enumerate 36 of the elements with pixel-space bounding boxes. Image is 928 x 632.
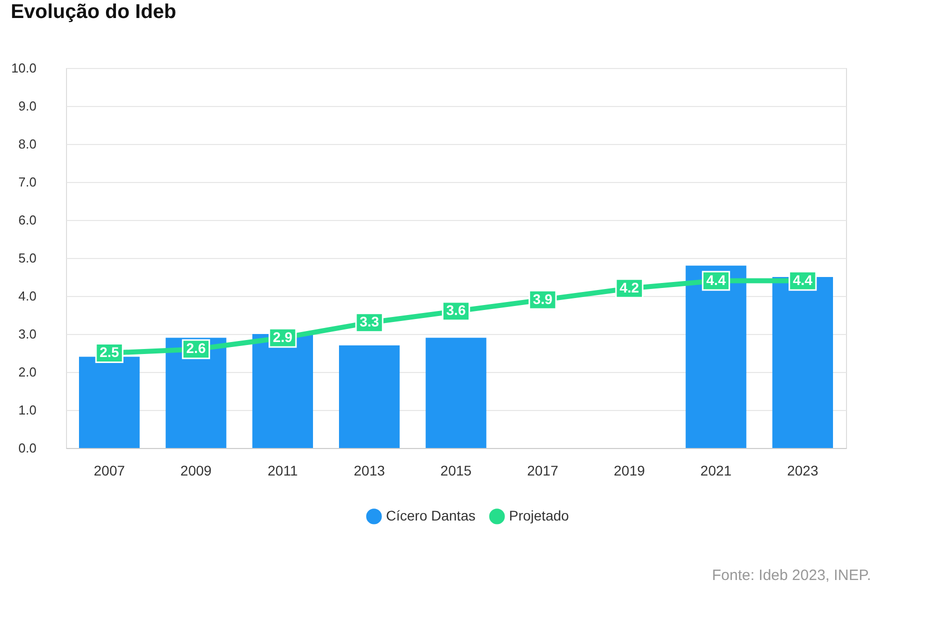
legend-label: Projetado (509, 507, 570, 524)
y-tick-label: 3.0 (18, 326, 36, 342)
y-tick-label: 8.0 (18, 136, 36, 152)
bar (426, 338, 486, 448)
data-label: 4.4 (792, 272, 813, 288)
y-tick-label: 5.0 (18, 250, 36, 266)
y-tick-label: 9.0 (18, 98, 36, 114)
bar (252, 334, 313, 448)
data-label: 4.2 (620, 279, 640, 296)
y-tick-label: 1.0 (18, 402, 36, 418)
data-label: 2.9 (272, 328, 293, 345)
x-tick-label: 2019 (614, 462, 646, 478)
x-tick-label: 2013 (354, 462, 386, 478)
bar (339, 345, 400, 448)
x-tick-label: 2015 (440, 462, 472, 478)
bar (79, 356, 140, 448)
y-tick-label: 0.0 (18, 440, 36, 456)
source-note: Fonte: Ideb 2023, INEP. (712, 567, 871, 584)
y-tick-label: 10.0 (11, 60, 36, 76)
data-label: 3.9 (532, 290, 553, 307)
x-tick-label: 2009 (180, 462, 212, 478)
x-tick-label: 2011 (268, 462, 298, 478)
data-label: 3.3 (360, 314, 380, 330)
bar (686, 266, 746, 448)
y-tick-label: 2.0 (18, 364, 36, 380)
x-tick-label: 2021 (700, 462, 732, 478)
x-tick-label: 2023 (787, 462, 818, 478)
y-tick-label: 4.0 (18, 288, 36, 304)
y-tick-label: 6.0 (18, 212, 36, 228)
legend-label: Cícero Dantas (386, 507, 476, 524)
chart-title: Evolução do Ideb (10, 1, 176, 23)
x-tick-label: 2017 (527, 462, 558, 478)
bar (166, 338, 226, 448)
y-tick-label: 7.0 (18, 174, 36, 190)
x-tick-label: 2007 (94, 462, 126, 478)
bar (772, 277, 833, 448)
